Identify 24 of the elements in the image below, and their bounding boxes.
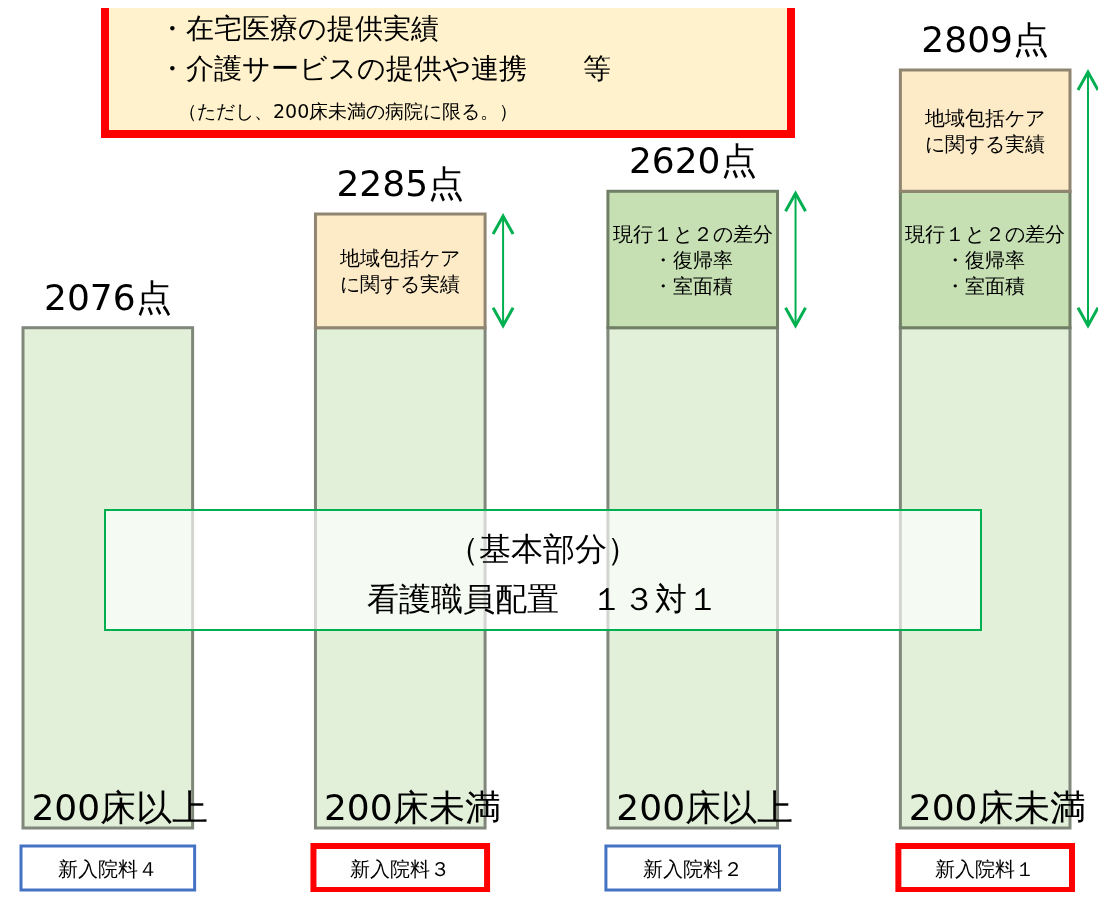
annotation: 200床以上 xyxy=(31,787,209,828)
annotation: 2285点 xyxy=(336,163,465,205)
annotation: 地域包括ケアに関する実績 xyxy=(339,245,461,296)
annotation: 地域包括ケアに関する実績 xyxy=(924,105,1046,156)
annotation: （基本部分） xyxy=(447,530,639,568)
bar xyxy=(606,189,780,330)
bar xyxy=(898,68,1072,193)
x-tick-label: 新入院料１ xyxy=(935,857,1036,881)
text: ・在宅医療の提供実績 xyxy=(158,12,439,45)
annotation: 200床以上 xyxy=(616,787,794,828)
annotation: ・介護サービスの提供や連携 等 xyxy=(158,52,611,85)
x-tick-label: 新入院料２ xyxy=(642,857,743,881)
annotation: 現行１と２の差分・復帰率・室面積 xyxy=(905,221,1066,298)
annotation: 200床未満 xyxy=(908,787,1086,828)
annotation: 2809点 xyxy=(921,19,1049,60)
annotation: （ただし、200床未満の病院に限る。） xyxy=(178,100,519,122)
x-tick-label: 新入院料４ xyxy=(57,857,158,881)
annotation: 2620点 xyxy=(628,140,757,182)
annotation: 看護職員配置 １３対１ xyxy=(367,580,719,618)
annotation: 2076点 xyxy=(44,276,172,318)
annotation: 現行１と２の差分・復帰率・室面積 xyxy=(612,221,773,298)
bar xyxy=(313,212,487,330)
annotation: 200床未満 xyxy=(323,787,501,828)
x-tick-label: 新入院料３ xyxy=(350,857,451,881)
